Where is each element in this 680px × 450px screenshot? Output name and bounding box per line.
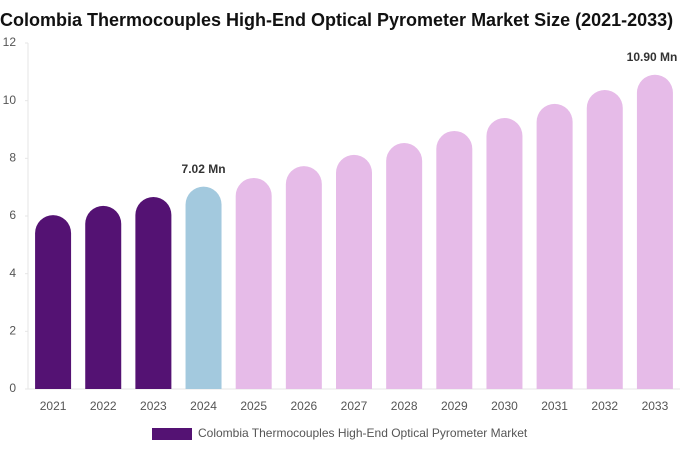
x-tick-label: 2024 — [190, 399, 217, 413]
y-tick-label: 2 — [9, 324, 16, 338]
bar — [386, 143, 423, 389]
bar — [85, 205, 122, 389]
x-tick-label: 2030 — [491, 399, 518, 413]
value-label: 10.90 Mn — [627, 50, 678, 64]
x-tick-label: 2023 — [140, 399, 167, 413]
x-tick-label: 2022 — [90, 399, 117, 413]
legend-label: Colombia Thermocouples High-End Optical … — [198, 426, 528, 440]
x-tick-label: 2032 — [591, 399, 618, 413]
legend-swatch — [152, 428, 192, 440]
bar — [486, 117, 523, 389]
bar — [235, 177, 272, 389]
bar — [336, 154, 372, 389]
x-tick-label: 2028 — [391, 399, 418, 413]
bar — [536, 103, 573, 390]
y-tick-label: 0 — [9, 381, 16, 395]
bar — [285, 166, 322, 389]
x-tick-label: 2027 — [341, 399, 368, 413]
bar — [586, 89, 623, 389]
chart-title: Colombia Thermocouples High-End Optical … — [0, 10, 673, 30]
y-tick-label: 10 — [3, 93, 17, 107]
bar — [135, 196, 172, 389]
y-tick-label: 4 — [9, 266, 16, 280]
bar — [35, 215, 72, 389]
x-tick-label: 2026 — [290, 399, 317, 413]
bar — [636, 74, 673, 389]
y-tick-label: 8 — [9, 151, 16, 165]
x-tick-label: 2029 — [441, 399, 468, 413]
bar — [436, 130, 473, 390]
y-tick-label: 6 — [9, 208, 16, 222]
x-tick-label: 2033 — [642, 399, 669, 413]
x-tick-label: 2025 — [240, 399, 267, 413]
x-tick-label: 2031 — [541, 399, 568, 413]
value-label: 7.02 Mn — [182, 162, 226, 176]
x-tick-label: 2021 — [40, 399, 67, 413]
y-tick-label: 12 — [3, 35, 17, 49]
bar — [185, 186, 222, 389]
